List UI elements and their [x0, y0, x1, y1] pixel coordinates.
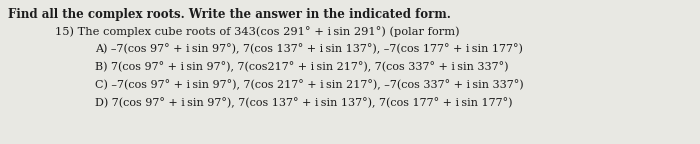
Text: D) 7(cos 97° + i sin 97°), 7(cos 137° + i sin 137°), 7(cos 177° + i sin 177°): D) 7(cos 97° + i sin 97°), 7(cos 137° + …	[95, 98, 512, 109]
Text: B) 7(cos 97° + i sin 97°), 7(cos217° + i sin 217°), 7(cos 337° + i sin 337°): B) 7(cos 97° + i sin 97°), 7(cos217° + i…	[95, 62, 508, 73]
Text: C) –7(cos 97° + i sin 97°), 7(cos 217° + i sin 217°), –7(cos 337° + i sin 337°): C) –7(cos 97° + i sin 97°), 7(cos 217° +…	[95, 80, 524, 91]
Text: Find all the complex roots. Write the answer in the indicated form.: Find all the complex roots. Write the an…	[8, 8, 451, 21]
Text: 15) The complex cube roots of 343(cos 291° + i sin 291°) (polar form): 15) The complex cube roots of 343(cos 29…	[55, 26, 460, 37]
Text: A) –7(cos 97° + i sin 97°), 7(cos 137° + i sin 137°), –7(cos 177° + i sin 177°): A) –7(cos 97° + i sin 97°), 7(cos 137° +…	[95, 44, 523, 55]
